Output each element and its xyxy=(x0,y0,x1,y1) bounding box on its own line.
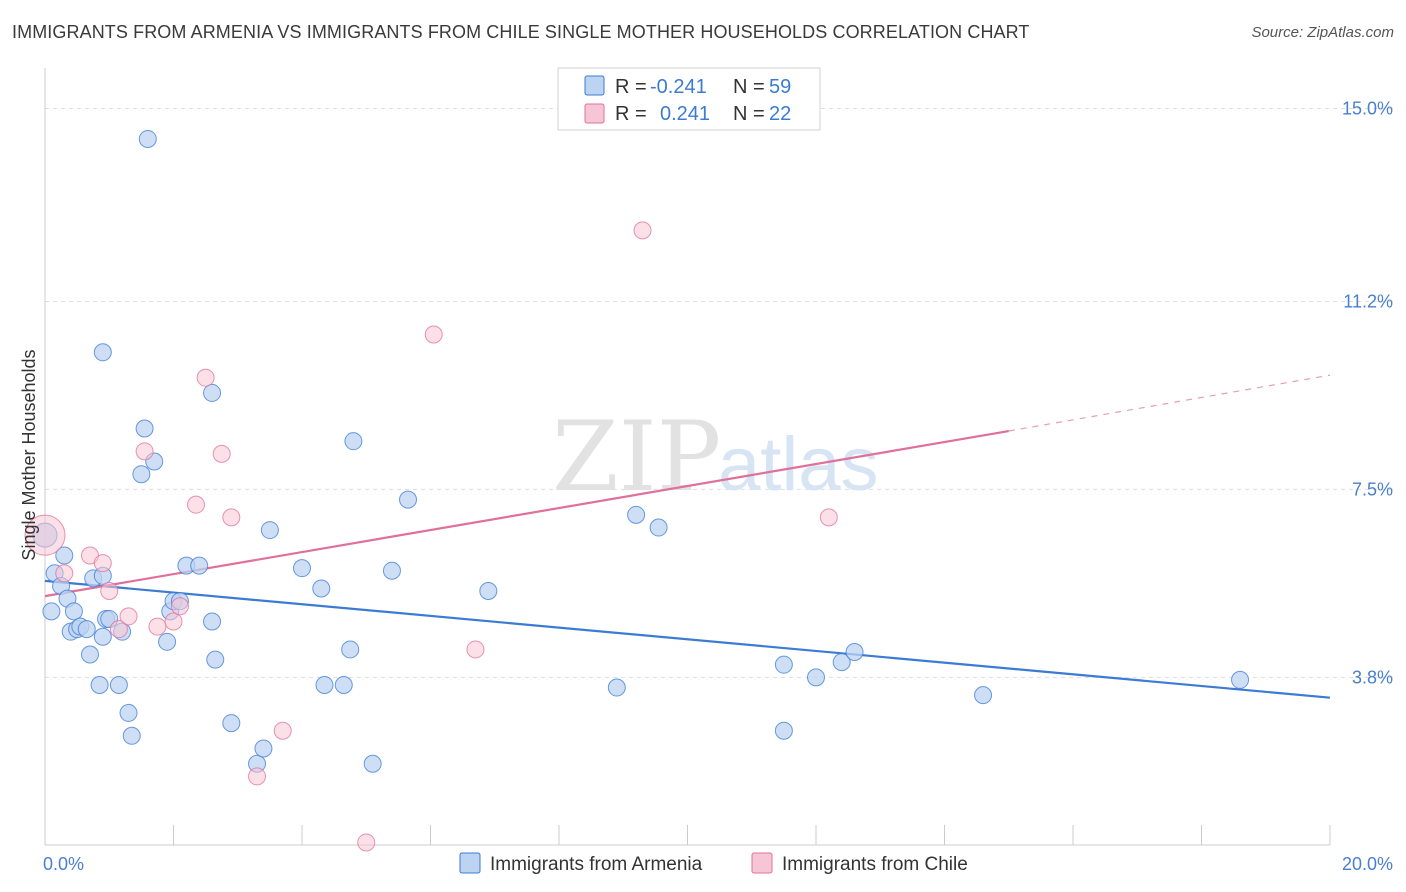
series-legend-swatch-armenia xyxy=(459,852,481,874)
armenia-point-10 xyxy=(77,620,96,639)
armenia-trend-line xyxy=(44,579,1331,699)
armenia-point-54 xyxy=(774,721,793,740)
armenia-point-44 xyxy=(341,640,360,659)
y-tick-label-1: 7.5% xyxy=(1352,479,1393,499)
armenia-point-5 xyxy=(42,602,61,621)
armenia-point-33 xyxy=(203,612,222,631)
armenia-point-35 xyxy=(203,383,222,402)
armenia-point-34 xyxy=(206,650,225,669)
armenia-point-53 xyxy=(774,655,793,674)
chile-point-19 xyxy=(466,640,485,659)
armenia-point-56 xyxy=(832,653,851,672)
x-tick-label-1: 20.0% xyxy=(1342,854,1393,874)
armenia-point-6 xyxy=(64,602,83,621)
legend-r-label-chile: R = xyxy=(615,103,647,125)
chile-point-8 xyxy=(148,617,167,636)
legend-n-value-chile: 22 xyxy=(769,103,791,125)
armenia-point-40 xyxy=(293,559,311,578)
x-tick-label-0: 0.0% xyxy=(43,854,84,874)
chile-point-1 xyxy=(55,564,74,583)
armenia-point-24 xyxy=(138,129,157,148)
chile-point-11 xyxy=(186,495,205,514)
armenia-point-20 xyxy=(119,703,138,722)
armenia-point-27 xyxy=(158,632,177,651)
legend-r-value-chile: 0.241 xyxy=(660,103,710,125)
axes xyxy=(44,68,1331,846)
legend-r-label-armenia: R = xyxy=(615,76,647,98)
tick-labels: 3.8% 7.5% 11.2% 15.0% 0.0% 20.0% xyxy=(43,98,1393,874)
chile-point-7 xyxy=(135,442,154,461)
legend-swatch-armenia xyxy=(584,75,605,96)
armenia-point-42 xyxy=(315,675,334,694)
chile-point-3 xyxy=(93,554,112,573)
armenia-point-52 xyxy=(649,518,668,537)
chile-point-10 xyxy=(170,597,189,616)
chile-point-14 xyxy=(222,508,241,527)
series-legend-label-chile: Immigrants from Chile xyxy=(782,854,968,875)
chile-point-21 xyxy=(819,508,838,527)
legend-n-value-armenia: 59 xyxy=(769,76,791,98)
armenia-point-18 xyxy=(109,675,128,694)
armenia-point-41 xyxy=(312,579,331,598)
chile-point-20 xyxy=(633,221,652,240)
y-tick-label-3: 15.0% xyxy=(1342,98,1393,118)
armenia-point-3 xyxy=(55,546,74,565)
series-legend-swatch-chile xyxy=(751,852,773,874)
chart-title: IMMIGRANTS FROM ARMENIA VS IMMIGRANTS FR… xyxy=(12,22,1030,42)
armenia-point-11 xyxy=(80,645,99,664)
chile-point-4 xyxy=(100,582,119,601)
chile-point-17 xyxy=(357,833,376,852)
armenia-point-51 xyxy=(627,505,646,524)
armenia-point-32 xyxy=(190,556,209,575)
armenia-point-45 xyxy=(344,432,363,451)
armenia-point-49 xyxy=(479,582,498,601)
armenia-point-57 xyxy=(845,642,864,661)
chile-point-5 xyxy=(109,620,128,639)
y-tick-label-0: 3.8% xyxy=(1352,667,1393,687)
y-tick-label-2: 11.2% xyxy=(1343,291,1393,311)
armenia-point-46 xyxy=(363,754,382,773)
grid-lines xyxy=(45,107,1395,678)
series-legend: Immigrants from Armenia Immigrants from … xyxy=(459,852,968,875)
legend-swatch-chile xyxy=(584,103,605,124)
chile-point-15 xyxy=(248,767,267,786)
legend-n-label-chile: N = xyxy=(733,103,765,125)
armenia-point-22 xyxy=(132,465,151,484)
armenia-point-58 xyxy=(974,686,993,705)
armenia-point-43 xyxy=(334,675,353,694)
watermark-atlas: atlas xyxy=(718,422,879,507)
armenia-point-48 xyxy=(399,490,418,509)
armenia-point-47 xyxy=(382,561,401,580)
armenia-point-26 xyxy=(93,343,112,362)
armenia-point-50 xyxy=(607,678,626,697)
chile-point-9 xyxy=(164,612,183,631)
chile-trend-extension xyxy=(1008,374,1331,432)
chile-point-13 xyxy=(212,444,231,463)
y-axis-label: Single Mother Households xyxy=(19,349,39,560)
armenia-point-36 xyxy=(222,714,241,733)
armenia-point-19 xyxy=(90,675,109,694)
armenia-point-59 xyxy=(1231,670,1250,689)
source-label: Source: ZipAtlas.com xyxy=(1251,24,1394,41)
armenia-point-15 xyxy=(93,627,112,646)
chile-point-6 xyxy=(119,607,138,626)
armenia-point-21 xyxy=(122,726,141,745)
armenia-point-55 xyxy=(807,668,825,687)
chile-point-0 xyxy=(24,514,66,556)
series-legend-label-armenia: Immigrants from Armenia xyxy=(490,854,703,875)
chile-point-12 xyxy=(196,368,215,387)
armenia-point-39 xyxy=(260,521,279,540)
legend-r-value-armenia: -0.241 xyxy=(650,76,707,98)
correlation-legend: R = -0.241 N = 59 R = 0.241 N = 22 xyxy=(557,67,821,131)
watermark-zip: ZIP xyxy=(552,401,721,513)
chile-point-16 xyxy=(273,721,292,740)
armenia-point-23 xyxy=(135,419,154,438)
data-points xyxy=(24,129,1250,852)
chile-point-18 xyxy=(424,325,443,344)
armenia-point-38 xyxy=(254,739,273,758)
legend-n-label-armenia: N = xyxy=(733,76,765,98)
